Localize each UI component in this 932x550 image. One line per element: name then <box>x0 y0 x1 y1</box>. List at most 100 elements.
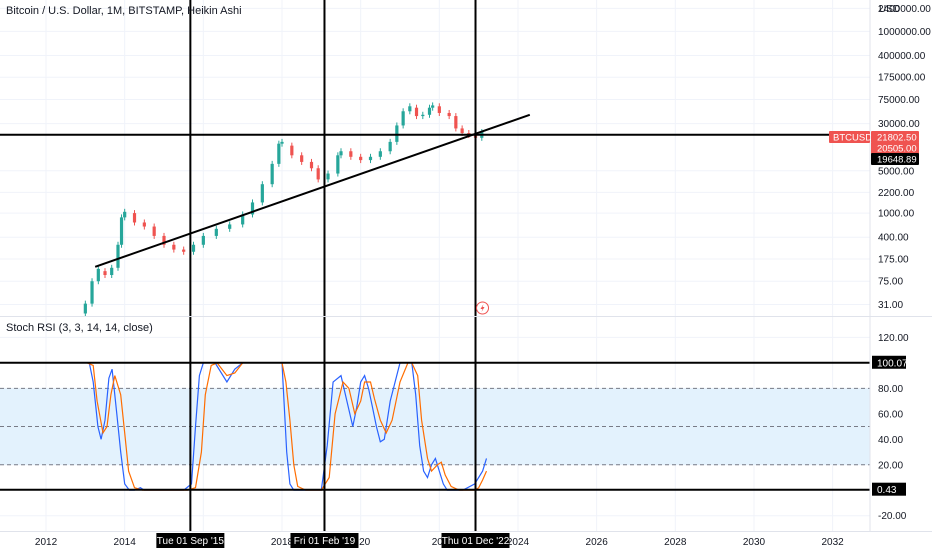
candle <box>123 211 127 218</box>
y-tick-label: 2400000.00 <box>878 4 931 15</box>
candle <box>83 303 87 314</box>
x-tick-label: 2030 <box>743 537 766 548</box>
y-tick-label: 1000.00 <box>878 209 915 220</box>
y-tick-label: 75000.00 <box>878 95 920 106</box>
candle <box>300 155 304 162</box>
price-label-box <box>871 142 919 154</box>
candle <box>454 116 458 129</box>
y-tick-label: 80.00 <box>878 384 903 395</box>
candle <box>270 163 274 185</box>
candle <box>103 271 107 276</box>
y-tick-label: 30000.00 <box>878 119 920 130</box>
candle <box>378 151 382 157</box>
y-tick-label: 175000.00 <box>878 73 926 84</box>
y-tick-label: 75.00 <box>878 277 903 288</box>
stoch-line-d <box>87 362 488 491</box>
y-tick-label: 20.00 <box>878 460 903 471</box>
candle <box>110 267 114 276</box>
y-tick-label: 400.00 <box>878 233 909 244</box>
x-tick-label: 2018 <box>271 537 294 548</box>
candle <box>191 244 196 252</box>
cursor-date-box <box>441 533 510 548</box>
candle <box>132 213 137 223</box>
candle <box>368 156 373 161</box>
price-label-box <box>829 131 870 143</box>
x-tick-label: 2028 <box>664 537 687 548</box>
candle <box>280 141 284 144</box>
y-tick-label: 31.00 <box>878 300 903 311</box>
y-tick-label: 40.00 <box>878 435 903 446</box>
y-tick-label: 5000.00 <box>878 166 915 177</box>
candle <box>437 106 441 113</box>
price-label: 21802.50 <box>877 133 917 144</box>
candle <box>447 112 451 117</box>
candle <box>431 105 435 108</box>
cursor-date-box <box>290 533 359 548</box>
candle <box>339 151 343 156</box>
candle <box>309 161 314 169</box>
y-tick-label: 120.00 <box>878 333 909 344</box>
drawings[interactable] <box>0 0 870 531</box>
candle <box>214 228 218 236</box>
price-label-box <box>871 153 919 165</box>
candles <box>83 102 484 317</box>
trend-line <box>94 113 531 268</box>
x-tick-label: 2024 <box>507 537 530 548</box>
candle <box>359 156 363 161</box>
y-tick-label: 60.00 <box>878 409 903 420</box>
chart-title: Bitcoin / U.S. Dollar, 1M, BITSTAMP, Hei… <box>6 5 242 17</box>
indicator-label: Stoch RSI (3, 3, 14, 14, close) <box>6 322 153 334</box>
candle <box>119 217 124 245</box>
x-tick-label: 2032 <box>822 537 845 548</box>
price-label-box <box>871 131 919 143</box>
x-tick-label: 2014 <box>114 537 137 548</box>
candle <box>349 151 353 157</box>
y-label-box <box>872 355 906 369</box>
candle <box>172 244 176 250</box>
candle <box>290 145 294 156</box>
price-label: BTCUSD <box>833 133 872 144</box>
lightning-glyph <box>480 304 485 312</box>
x-tick-fragment: 20 <box>432 537 444 548</box>
y-tick-label: 400000.00 <box>878 51 926 62</box>
candle <box>408 106 412 112</box>
x-tick-label: 2026 <box>586 537 609 548</box>
stoch-band <box>0 387 870 466</box>
y-tick-label: 2200.00 <box>878 188 915 199</box>
candle <box>260 184 264 203</box>
y-tick-label: 175.00 <box>878 254 909 265</box>
candle <box>152 226 156 236</box>
candle <box>388 141 392 152</box>
candle <box>326 173 330 180</box>
candle <box>395 125 399 142</box>
candle <box>427 107 432 115</box>
candle <box>142 222 146 227</box>
candle <box>116 244 120 268</box>
candle <box>228 224 232 229</box>
candle <box>96 268 100 282</box>
candle <box>90 281 94 304</box>
cursor-date-label: Tue 01 Sep '15 <box>157 536 225 547</box>
candle <box>162 235 166 245</box>
price-label: 19648.89 <box>877 155 917 166</box>
cursor-date-label: Thu 01 Dec '22 <box>442 536 510 547</box>
y-tick-label: 100.07 <box>877 358 908 369</box>
candle <box>201 235 205 245</box>
cursor-date-label: Fri 01 Feb '19 <box>294 536 356 547</box>
cursor-date-box <box>156 533 225 548</box>
y-tick-label: 0.43 <box>877 485 897 496</box>
currency-label: USD <box>879 4 901 15</box>
x-tick-label: 2012 <box>35 537 58 548</box>
candle <box>277 143 281 164</box>
price-label: 20505.00 <box>877 144 917 155</box>
candle <box>241 214 245 225</box>
candle <box>336 155 340 174</box>
x-tick-fragment: 20 <box>359 537 371 548</box>
candle <box>421 114 425 117</box>
y-tick-label: -20.00 <box>878 511 907 522</box>
price-labels: 100.07 0.43 Tue 01 Sep '15 Fri 01 Feb '19 Th… <box>156 131 919 548</box>
candle <box>401 111 405 126</box>
candle <box>460 128 464 134</box>
